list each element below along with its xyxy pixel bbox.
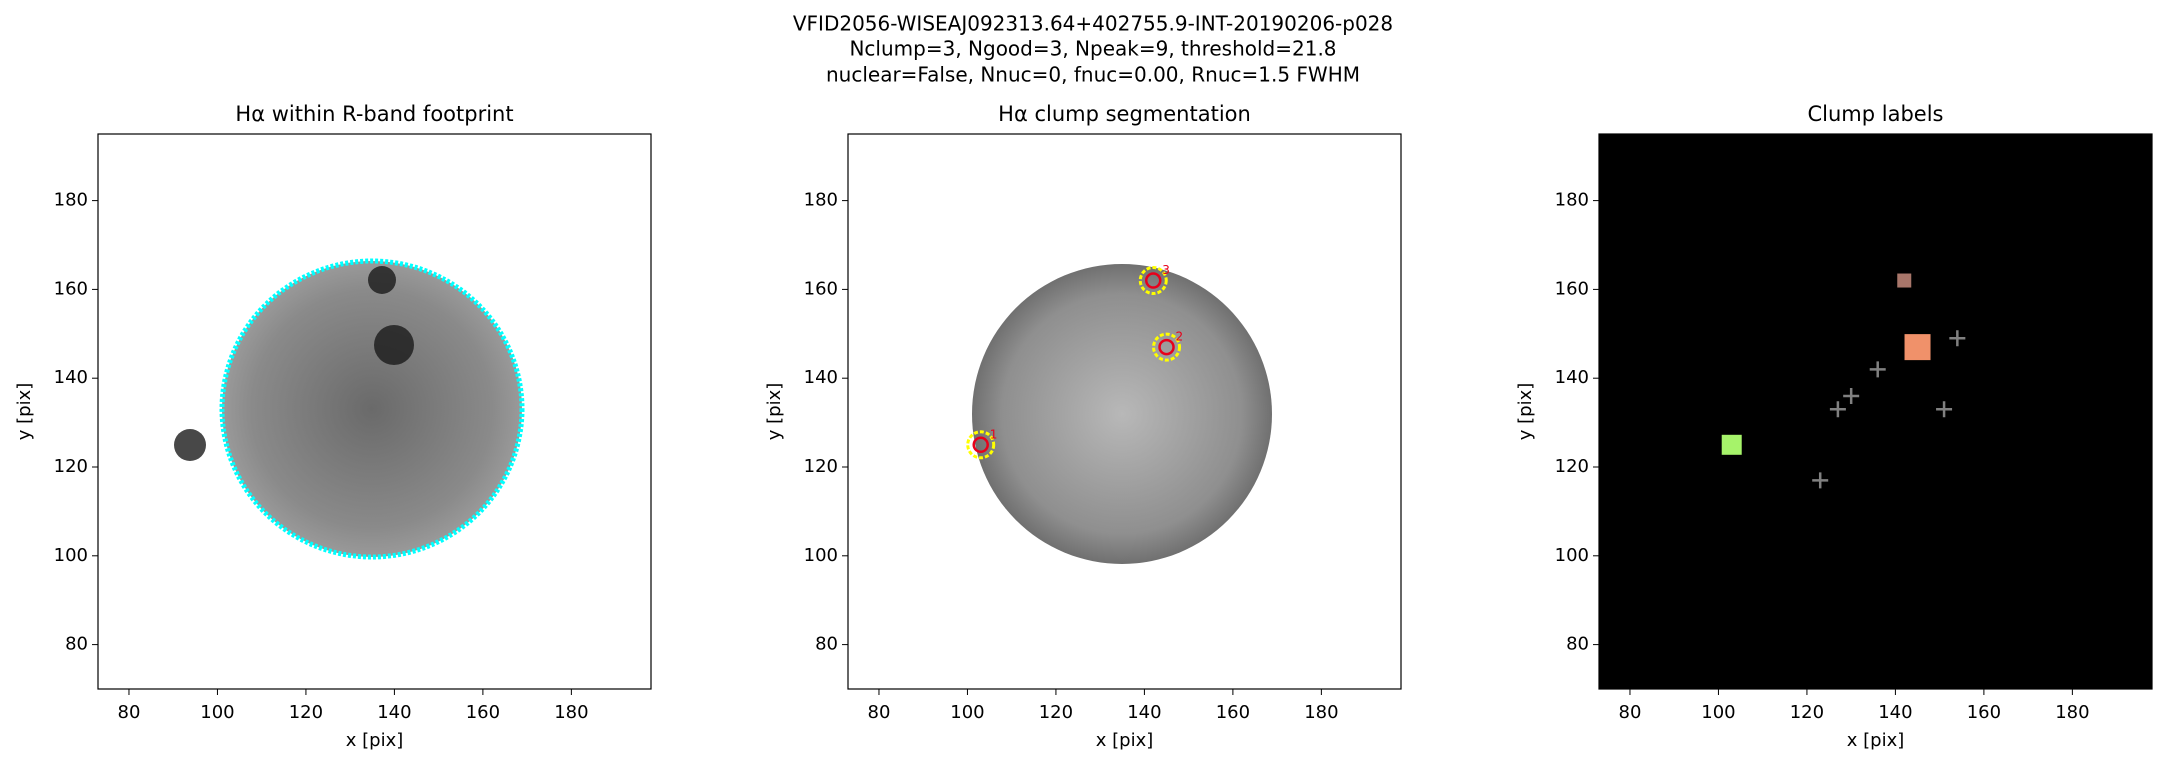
y-tick-label: 100 [804,545,838,566]
x-tick-label: 80 [1619,702,1642,723]
clump-marker [1145,272,1162,289]
clump-segment [1721,434,1742,455]
x-tick-label: 100 [200,702,234,723]
peak-marker [1869,361,1886,378]
clump-label: 2 [1176,330,1184,344]
y-axis-label: y [pix] [764,383,785,441]
y-tick-label: 100 [1555,545,1589,566]
clump-label: 1 [990,427,998,441]
x-tick-label: 80 [868,702,891,723]
peak-marker [1843,387,1860,404]
y-tick-label: 180 [54,190,88,211]
x-tick-label: 100 [1701,702,1735,723]
y-tick-label: 120 [1555,456,1589,477]
x-tick-label: 180 [1304,702,1338,723]
y-axis-label: y [pix] [1515,383,1536,441]
clump-contour [966,430,996,460]
x-tick-label: 120 [1790,702,1824,723]
y-tick-label: 160 [1555,278,1589,299]
x-tick-label: 160 [1967,702,2001,723]
plot-frame [1598,133,2153,690]
galaxy-image [972,264,1272,564]
x-axis-label: x [pix] [1096,730,1154,751]
clump-marker [1158,338,1175,356]
panel-title: Clump labels [1808,102,1944,126]
y-tick-label: 100 [54,545,88,566]
y-tick-label: 80 [1566,634,1589,655]
y-tick-label: 140 [804,367,838,388]
suptitle: VFID2056-WISEAJ092313.64+402755.9-INT-20… [793,12,1393,36]
x-tick-label: 120 [1039,702,1073,723]
y-tick-label: 140 [54,367,88,388]
clump-segment [1897,273,1912,288]
y-tick-label: 80 [815,634,838,655]
x-tick-label: 180 [554,702,588,723]
galaxy-image [219,258,525,560]
x-tick-label: 140 [1878,702,1912,723]
suptitle: Nclump=3, Ngood=3, Npeak=9, threshold=21… [849,37,1336,61]
y-tick-label: 80 [65,634,88,655]
y-tick-label: 180 [804,190,838,211]
y-tick-label: 160 [54,278,88,299]
x-tick-label: 120 [289,702,323,723]
plot-background [1599,134,2152,689]
clump-contour [1138,266,1168,296]
x-axis-label: x [pix] [346,730,404,751]
x-tick-label: 160 [466,702,500,723]
x-tick-label: 140 [377,702,411,723]
bright-spot [174,429,206,461]
y-tick-label: 160 [804,278,838,299]
panel-title: Hα clump segmentation [998,102,1251,126]
y-tick-label: 180 [1555,190,1589,211]
y-tick-label: 120 [54,456,88,477]
peak-marker [1936,401,1953,418]
y-axis-label: y [pix] [14,383,35,441]
plot-frame [847,133,1402,690]
bright-spot [374,325,414,365]
x-axis-label: x [pix] [1847,730,1905,751]
plot-frame [97,133,652,690]
clump-contour [1152,332,1182,362]
peak-marker [1812,472,1829,489]
suptitle: nuclear=False, Nnuc=0, fnuc=0.00, Rnuc=1… [826,63,1360,87]
y-tick-label: 140 [1555,367,1589,388]
bright-spot [368,266,396,294]
clump-label: 3 [1162,263,1170,277]
x-tick-label: 80 [118,702,141,723]
peak-marker [1829,401,1846,418]
clump-marker [972,436,989,454]
x-tick-label: 180 [2055,702,2089,723]
x-tick-label: 140 [1127,702,1161,723]
y-tick-label: 120 [804,456,838,477]
clump-segment [1904,334,1931,361]
panel-title: Hα within R-band footprint [235,102,513,126]
x-tick-label: 160 [1216,702,1250,723]
x-tick-label: 100 [950,702,984,723]
peak-marker [1949,330,1966,347]
